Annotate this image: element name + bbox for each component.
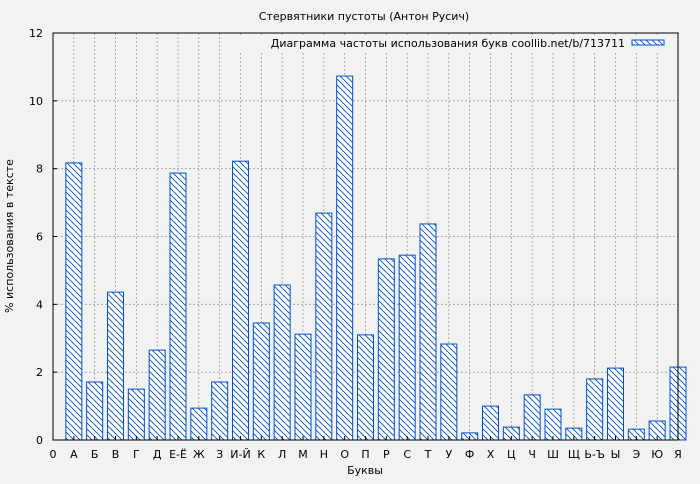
x-tick-label: З (216, 448, 223, 461)
bar-Е-Ё (169, 172, 187, 441)
x-tick-label: В (112, 448, 120, 461)
bar-Б (86, 381, 104, 441)
y-tick-label: 10 (29, 95, 43, 108)
bar-Ж (190, 407, 208, 441)
bar-К (252, 322, 270, 441)
x-tick-label: Р (383, 448, 390, 461)
x-tick-label: О (340, 448, 349, 461)
x-axis: А Б В Г Д Е-Ё Ж З И-Й К Л М Н О П Р С Т У Ф Х Ц Ч Ш Щ Ь-Ъ Ы Э Ю Я (70, 436, 682, 461)
x-tick-label: Я (674, 448, 682, 461)
x-tick-label: Т (424, 448, 432, 461)
chart-title: Стервятники пустоты (Антон Русич) (259, 10, 469, 23)
bar-А (65, 162, 83, 441)
x-tick-label: Ю (651, 448, 663, 461)
y-axis-label: % использования в тексте (3, 159, 16, 313)
x-tick-label: Д (153, 448, 162, 461)
bar-Ч (523, 394, 541, 441)
y-tick-label: 0 (36, 434, 43, 447)
x-tick-label: Б (91, 448, 99, 461)
bar-Г (127, 388, 145, 441)
legend-label: Диаграмма частоты использования букв coo… (271, 37, 625, 50)
bar-Н (315, 212, 333, 441)
x-tick-label: Ж (193, 448, 205, 461)
bar-У (440, 343, 458, 441)
bar-М (294, 333, 312, 441)
bar-Ш (544, 408, 562, 441)
x-tick-label: А (70, 448, 78, 461)
x-tick-label: Г (133, 448, 140, 461)
x-tick-label: Щ (568, 448, 580, 461)
y-tick-label: 8 (36, 163, 43, 176)
bar-Ы (607, 367, 624, 441)
x-tick-label: Э (632, 448, 640, 461)
x-axis-label: Буквы (347, 464, 383, 477)
x-axis-origin-label: 0 (50, 448, 57, 461)
x-tick-label: Ы (611, 448, 621, 461)
x-tick-label: И-Й (230, 448, 250, 461)
y-axis: 0 2 4 6 8 10 12 (29, 27, 57, 447)
bar-Р (377, 258, 395, 441)
x-tick-label: Ф (465, 448, 474, 461)
bar-Х (482, 405, 499, 441)
legend: Диаграмма частоты использования букв coo… (240, 35, 676, 51)
x-tick-label: К (257, 448, 265, 461)
bar-И-Й (232, 160, 249, 441)
x-tick-label: Л (278, 448, 286, 461)
bar-О (336, 75, 354, 441)
legend-swatch (631, 39, 665, 46)
x-tick-label: Ч (528, 448, 536, 461)
bar-С (398, 254, 416, 441)
bar-Ь-Ъ (586, 378, 604, 441)
y-tick-label: 4 (36, 298, 43, 311)
bar-Д (148, 349, 166, 441)
x-tick-label: У (445, 448, 452, 461)
x-tick-label: М (298, 448, 308, 461)
bar-Т (419, 223, 437, 441)
x-tick-label: Н (320, 448, 328, 461)
x-tick-label: Е-Ё (169, 448, 187, 461)
bars (65, 75, 687, 441)
x-tick-label: Ш (547, 448, 559, 461)
x-tick-label: Ц (507, 448, 516, 461)
y-tick-label: 6 (36, 231, 43, 244)
bar-П (357, 334, 374, 441)
bar-Л (273, 284, 291, 441)
bar-З (211, 381, 229, 441)
x-tick-label: Ь-Ъ (584, 448, 605, 461)
x-tick-label: С (403, 448, 411, 461)
bar-В (107, 291, 124, 441)
x-tick-label: Х (487, 448, 495, 461)
y-tick-label: 12 (29, 27, 43, 40)
y-tick-label: 2 (36, 366, 43, 379)
x-tick-label: П (361, 448, 369, 461)
